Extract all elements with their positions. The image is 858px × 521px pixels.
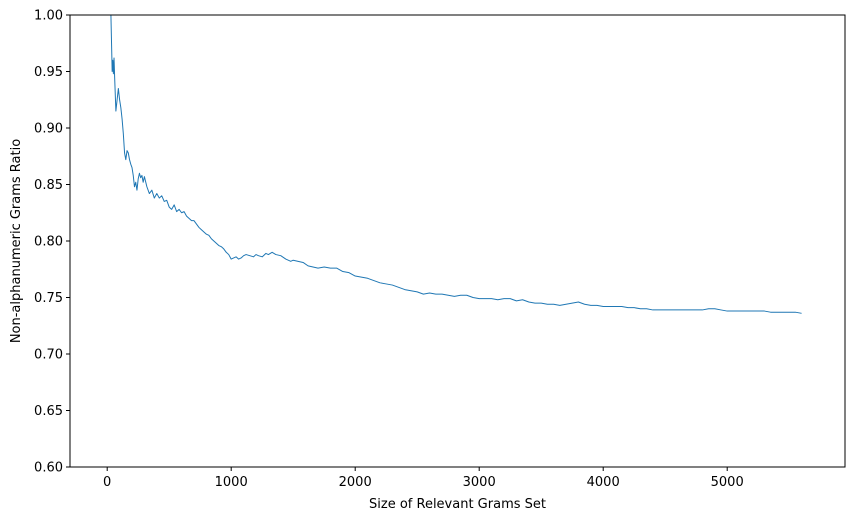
- x-tick-label: 4000: [587, 475, 620, 490]
- x-tick-label: 0: [103, 475, 111, 490]
- y-tick-label: 0.75: [34, 291, 63, 306]
- y-axis-ticks: 0.60 0.65 0.70 0.75 0.80 0.85 0.90 0.95 1.00: [34, 9, 70, 476]
- y-tick-label: 0.60: [34, 461, 63, 476]
- x-tick-label: 3000: [463, 475, 496, 490]
- y-tick-label: 0.65: [34, 404, 63, 419]
- y-tick-label: 0.90: [34, 122, 63, 137]
- y-tick-label: 1.00: [34, 9, 63, 24]
- y-tick-label: 0.85: [34, 178, 63, 193]
- y-axis-label: Non-alphanumeric Grams Ratio: [9, 139, 24, 343]
- y-tick-label: 0.95: [34, 65, 63, 80]
- series-layer: [110, 14, 802, 314]
- x-tick-label: 1000: [215, 475, 248, 490]
- x-tick-label: 5000: [711, 475, 744, 490]
- y-tick-label: 0.70: [34, 348, 63, 363]
- x-tick-label: 2000: [339, 475, 372, 490]
- x-axis-ticks: 0 1000 2000 3000 4000 5000: [103, 467, 744, 490]
- series-line-ratio: [110, 14, 802, 314]
- x-axis-label: Size of Relevant Grams Set: [369, 497, 546, 512]
- y-tick-label: 0.80: [34, 235, 63, 250]
